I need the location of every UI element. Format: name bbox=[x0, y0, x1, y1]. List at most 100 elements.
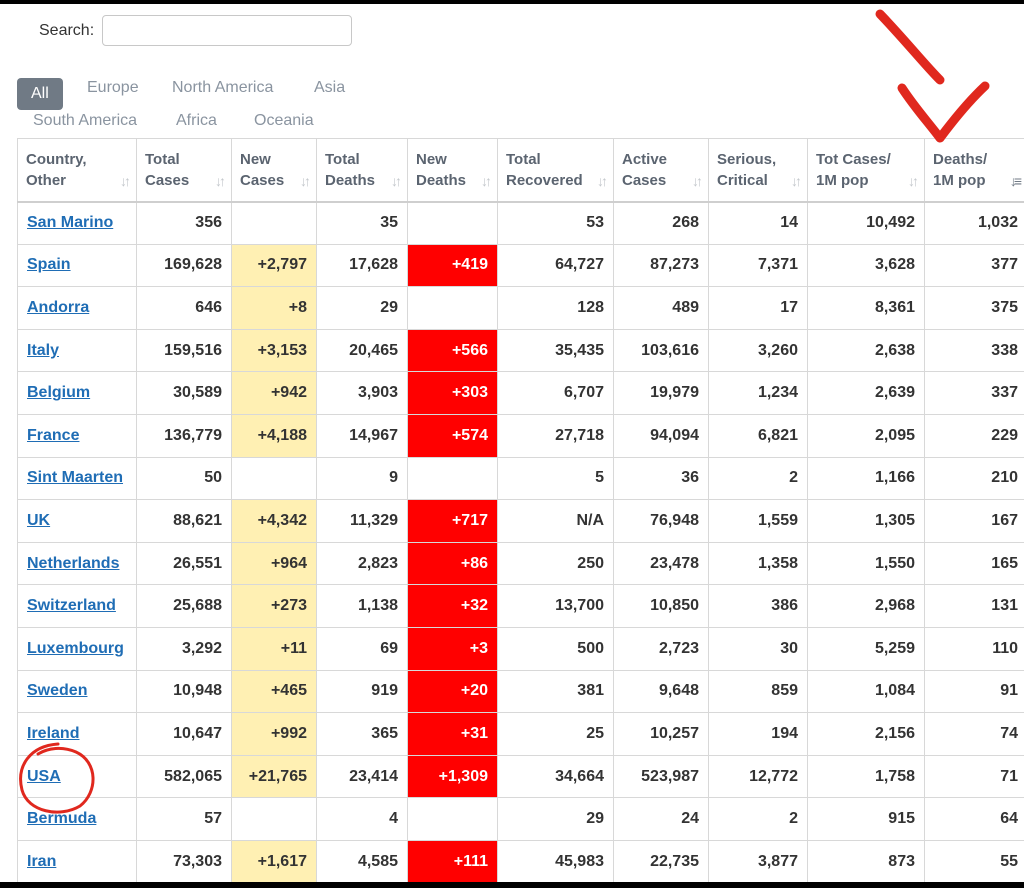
cell-country: Belgium bbox=[17, 371, 137, 415]
cell-new-cases: +3,153 bbox=[231, 328, 317, 373]
cell-total-cases: 3,292 bbox=[136, 626, 232, 671]
cell-total-cases: 10,948 bbox=[136, 669, 232, 714]
column-header-6[interactable]: Active Cases ↓↑ bbox=[613, 138, 709, 202]
country-link[interactable]: USA bbox=[27, 767, 61, 785]
cell-total-cases: 159,516 bbox=[136, 328, 232, 373]
cell-new-deaths bbox=[407, 456, 498, 501]
column-header-5[interactable]: Total Recovered ↓↑ bbox=[497, 138, 614, 202]
cell-total-recovered: N/A bbox=[497, 499, 614, 543]
tab-africa[interactable]: Africa bbox=[176, 112, 217, 129]
sort-icon[interactable]: ↓↑ bbox=[597, 172, 608, 189]
cell-new-deaths bbox=[407, 201, 498, 245]
country-link[interactable]: Ireland bbox=[27, 724, 80, 742]
cell-serious-critical: 6,821 bbox=[708, 413, 808, 458]
cell-active-cases: 23,478 bbox=[613, 541, 709, 586]
column-header-7[interactable]: Serious, Critical ↓↑ bbox=[708, 138, 808, 202]
cell-country: Ireland bbox=[17, 712, 137, 756]
tab-asia[interactable]: Asia bbox=[314, 79, 346, 96]
column-header-3[interactable]: Total Deaths ↓↑ bbox=[316, 138, 408, 202]
cell-deaths-per-1m: 91 bbox=[924, 669, 1024, 714]
country-link[interactable]: Sweden bbox=[27, 682, 88, 700]
cell-total-cases: 88,621 bbox=[136, 499, 232, 543]
column-header-1[interactable]: Total Cases ↓↑ bbox=[136, 138, 232, 202]
table-row: Netherlands 26,551 +964 2,823 +86 250 23,478 1,… bbox=[17, 541, 1024, 586]
country-link[interactable]: Netherlands bbox=[27, 554, 120, 572]
sort-icon[interactable]: ↓↑ bbox=[215, 172, 226, 189]
country-link[interactable]: Spain bbox=[27, 256, 71, 274]
cell-total-deaths: 919 bbox=[316, 669, 408, 714]
sort-icon[interactable]: ↓↑ bbox=[908, 172, 919, 189]
cell-new-deaths: +31 bbox=[407, 712, 498, 756]
column-header-2[interactable]: New Cases ↓↑ bbox=[231, 138, 317, 202]
country-link[interactable]: Switzerland bbox=[27, 597, 116, 615]
cell-serious-critical: 7,371 bbox=[708, 243, 808, 288]
cell-serious-critical: 17 bbox=[708, 286, 808, 330]
column-header-0[interactable]: Country, Other ↓↑ bbox=[17, 138, 137, 202]
cell-tot-cases-per-1m: 5,259 bbox=[807, 626, 925, 671]
country-link[interactable]: France bbox=[27, 426, 80, 444]
tab-europe[interactable]: Europe bbox=[87, 79, 139, 96]
cell-total-cases: 25,688 bbox=[136, 584, 232, 628]
cell-tot-cases-per-1m: 873 bbox=[807, 839, 925, 884]
cell-total-cases: 73,303 bbox=[136, 839, 232, 884]
cell-deaths-per-1m: 131 bbox=[924, 584, 1024, 628]
tab-south-america[interactable]: South America bbox=[33, 112, 138, 129]
country-link[interactable]: Bermuda bbox=[27, 810, 97, 828]
cell-total-recovered: 128 bbox=[497, 286, 614, 330]
table-row: Iran 73,303 +1,617 4,585 +111 45,983 22,735 3,8… bbox=[17, 839, 1024, 884]
cell-tot-cases-per-1m: 2,638 bbox=[807, 328, 925, 373]
country-link[interactable]: Iran bbox=[27, 852, 57, 870]
sort-icon[interactable]: ↓↑ bbox=[300, 172, 311, 189]
cell-total-deaths: 14,967 bbox=[316, 413, 408, 458]
country-link[interactable]: Luxembourg bbox=[27, 639, 124, 657]
column-header-8[interactable]: Tot Cases/ 1M pop ↓↑ bbox=[807, 138, 925, 202]
cell-total-cases: 30,589 bbox=[136, 371, 232, 415]
cell-serious-critical: 386 bbox=[708, 584, 808, 628]
cell-deaths-per-1m: 1,032 bbox=[924, 201, 1024, 245]
cell-country: UK bbox=[17, 499, 137, 543]
cell-total-recovered: 64,727 bbox=[497, 243, 614, 288]
country-link[interactable]: Sint Maarten bbox=[27, 469, 124, 487]
table-row: France 136,779 +4,188 14,967 +574 27,718 94,09… bbox=[17, 413, 1024, 458]
country-link[interactable]: San Marino bbox=[27, 214, 114, 232]
bottom-border bbox=[0, 882, 1024, 888]
country-link[interactable]: Italy bbox=[27, 341, 60, 359]
country-link[interactable]: UK bbox=[27, 511, 51, 529]
cell-deaths-per-1m: 165 bbox=[924, 541, 1024, 586]
cell-deaths-per-1m: 337 bbox=[924, 371, 1024, 415]
table-row: USA 582,065 +21,765 23,414 +1,309 34,664 523,9… bbox=[17, 754, 1024, 799]
sort-desc-icon[interactable]: ↓≡ bbox=[1009, 172, 1022, 189]
search-input[interactable] bbox=[102, 15, 352, 46]
cell-new-deaths: +303 bbox=[407, 371, 498, 415]
sort-icon[interactable]: ↓↑ bbox=[391, 172, 402, 189]
cell-deaths-per-1m: 210 bbox=[924, 456, 1024, 501]
country-link[interactable]: Andorra bbox=[27, 298, 90, 316]
cell-new-cases: +964 bbox=[231, 541, 317, 586]
column-header-label: Total Recovered bbox=[506, 150, 583, 189]
cell-active-cases: 10,257 bbox=[613, 712, 709, 756]
cell-new-deaths: +3 bbox=[407, 626, 498, 671]
tab-oceania[interactable]: Oceania bbox=[254, 112, 314, 129]
cell-new-deaths: +1,309 bbox=[407, 754, 498, 799]
sort-icon[interactable]: ↓↑ bbox=[481, 172, 492, 189]
cell-new-cases: +1,617 bbox=[231, 839, 317, 884]
column-header-label: Active Cases bbox=[622, 150, 668, 189]
cell-new-cases: +4,342 bbox=[231, 499, 317, 543]
cell-active-cases: 36 bbox=[613, 456, 709, 501]
cell-deaths-per-1m: 64 bbox=[924, 797, 1024, 841]
cell-active-cases: 87,273 bbox=[613, 243, 709, 288]
cell-total-recovered: 53 bbox=[497, 201, 614, 245]
tab-all[interactable]: All bbox=[17, 78, 63, 110]
column-header-4[interactable]: New Deaths ↓↑ bbox=[407, 138, 498, 202]
sort-icon[interactable]: ↓↑ bbox=[120, 172, 131, 189]
country-link[interactable]: Belgium bbox=[27, 384, 91, 402]
sort-icon[interactable]: ↓↑ bbox=[791, 172, 802, 189]
column-header-9[interactable]: Deaths/ 1M pop ↓≡ bbox=[924, 138, 1024, 202]
cell-new-deaths: +574 bbox=[407, 413, 498, 458]
cell-total-deaths: 4,585 bbox=[316, 839, 408, 884]
cell-country: Sint Maarten bbox=[17, 456, 137, 501]
cell-new-deaths: +32 bbox=[407, 584, 498, 628]
sort-icon[interactable]: ↓↑ bbox=[692, 172, 703, 189]
tab-north-america[interactable]: North America bbox=[172, 79, 274, 96]
cell-new-cases: +942 bbox=[231, 371, 317, 415]
